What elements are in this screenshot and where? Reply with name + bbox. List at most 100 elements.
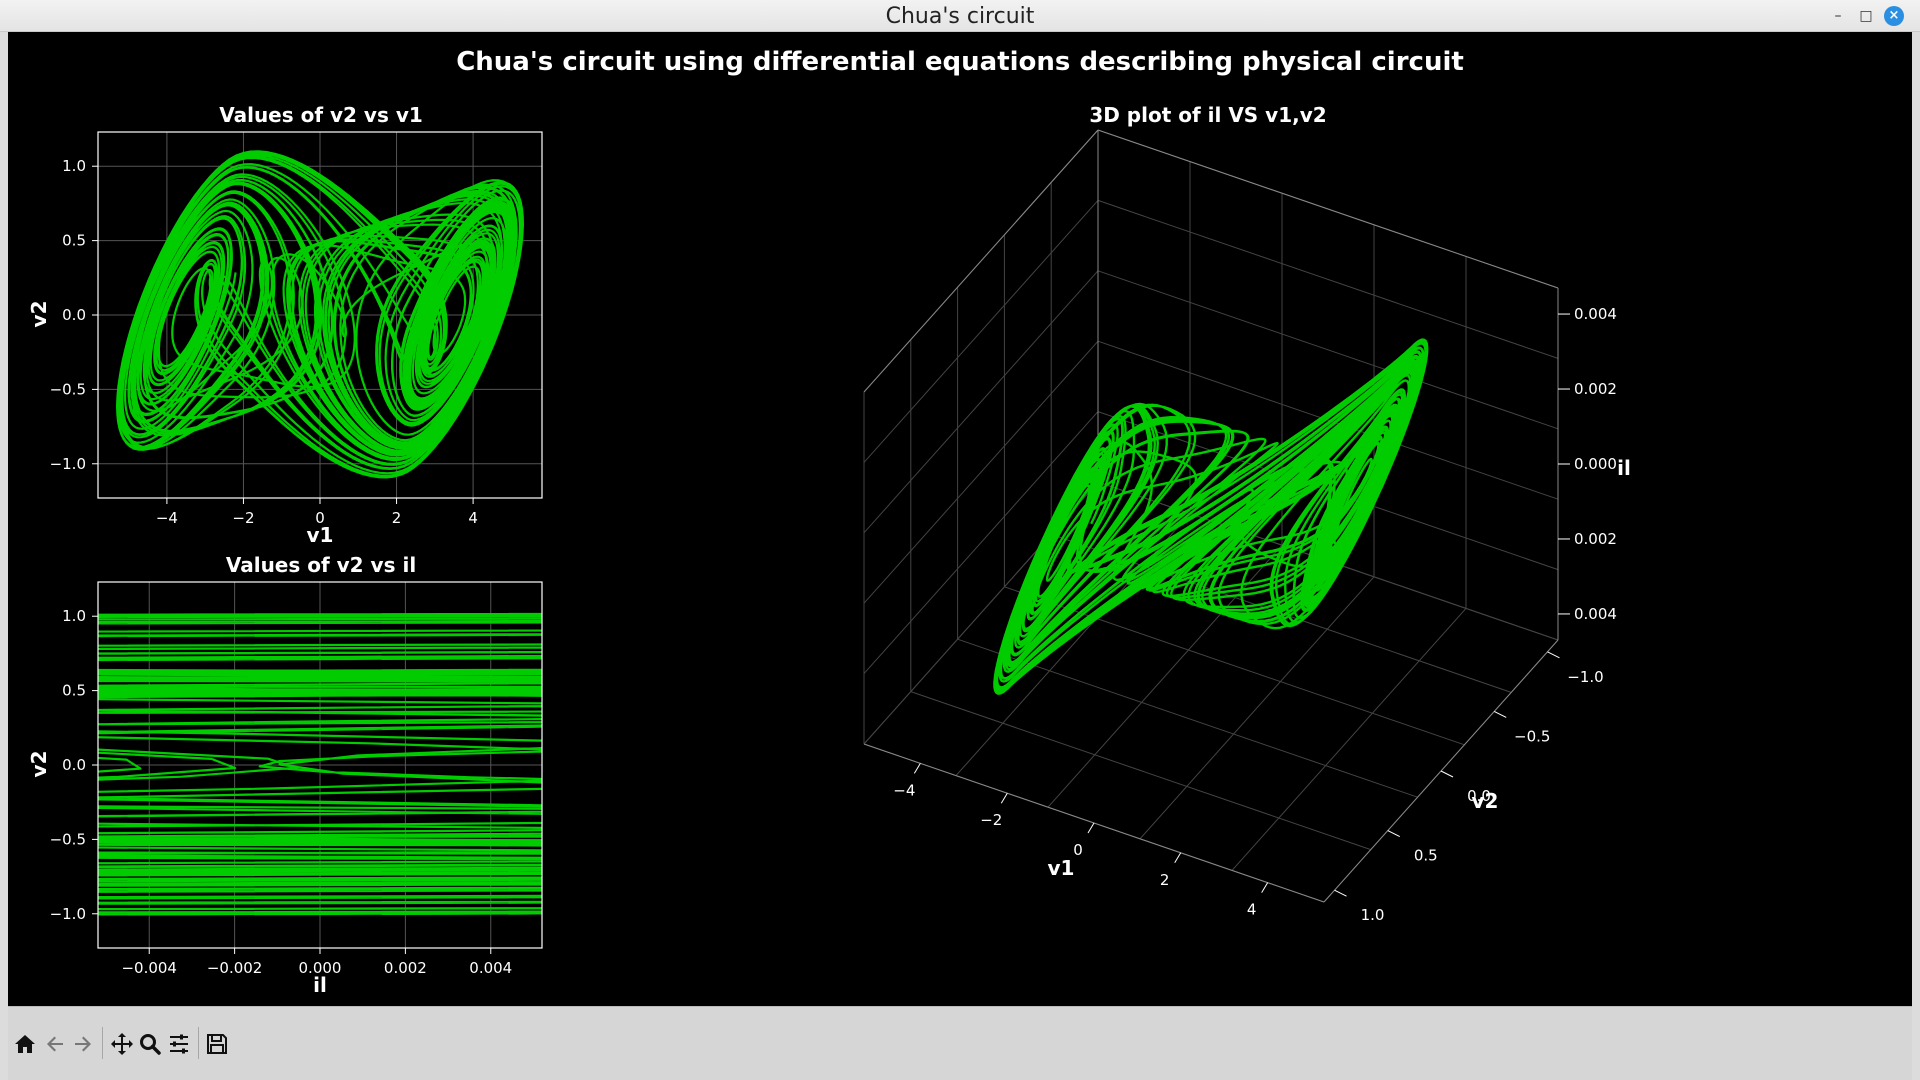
configure-subplots-button[interactable]: [166, 1031, 192, 1057]
plot3d-x-tick-label: −4: [893, 781, 915, 799]
home-icon: [15, 1035, 35, 1053]
plot2-ylabel: v2: [27, 751, 51, 778]
toolbar-separator: [198, 1027, 199, 1059]
plot2-axes: −0.004 −0.002 0.000 0.002 0.004 −1.0 −0.5 0.0 0.…: [50, 581, 543, 977]
plot2-frame: [97, 581, 543, 949]
plot3d-z-tick-label: 0.000: [1574, 455, 1617, 473]
plot2-title: Values of v2 vs il: [226, 553, 416, 577]
plot3d-x-tick: [1000, 792, 1008, 804]
figure-suptitle: Chua's circuit using differential equati…: [456, 47, 1464, 77]
plot2-y-tick-label: 0.0: [62, 756, 86, 774]
plot2-x-tick-label: 0.004: [469, 959, 512, 977]
navigation-toolbar: [8, 1006, 1912, 1080]
plot2-x-tick-label: 0.002: [384, 959, 427, 977]
back-button[interactable]: [42, 1031, 68, 1057]
plot3d-wall-gridline: [863, 200, 1099, 463]
plot1-x-tick-label: 2: [392, 509, 402, 527]
window-border-right: [1912, 32, 1920, 1080]
magnifier-icon: [140, 1034, 161, 1055]
plot3d-x-tick-label: 4: [1247, 901, 1257, 919]
plot3d-y-tick: [1387, 830, 1400, 838]
plot3d-y-tick: [1440, 770, 1454, 778]
minimize-button[interactable]: –: [1834, 8, 1842, 24]
plot3d-pane-edge: [863, 129, 1099, 393]
plot1-y-tick-label: 0.5: [62, 232, 86, 250]
plot3d-x-tick: [913, 763, 921, 774]
arrow-right-icon: [75, 1036, 91, 1052]
plot3d-y-tick-label: −0.5: [1514, 727, 1550, 745]
plot3d-y-tick-label: 0.0: [1467, 787, 1491, 805]
plot3d-x-tick-label: −2: [980, 811, 1002, 829]
plot3d-floor-gridline: [1231, 608, 1467, 871]
window-titlebar: Chua's circuit – □ ×: [0, 0, 1920, 32]
forward-button[interactable]: [70, 1031, 96, 1057]
zoom-button[interactable]: [137, 1031, 163, 1057]
plot3d-xlabel: v1: [1048, 856, 1075, 880]
plot3d-ylabel: v2: [1472, 789, 1499, 813]
figure-svg: Chua's circuit using differential equati…: [8, 32, 1912, 1006]
plot3d-pane-edge: [1097, 129, 1559, 289]
plot2-x-tick-label: 0.000: [299, 959, 342, 977]
plot3d-y-tick: [1547, 651, 1560, 659]
plot3d-wall-gridline: [1097, 199, 1559, 359]
plot3d-wall-gridline: [1097, 270, 1559, 430]
plot3d-x-tick: [1174, 852, 1182, 864]
plot3d-x-tick: [1261, 882, 1269, 893]
figure-background: [8, 32, 1912, 1006]
plot2-y-tick-label: 1.0: [62, 607, 86, 625]
plot2-x-tick-label: −0.004: [121, 959, 177, 977]
plot1-axes: −4 −2 0 2 4 −1.0 −0.5 0.0 0.5 1.0: [50, 131, 543, 527]
plot3d-y-tick-label: 0.5: [1414, 847, 1438, 865]
plot1-xlabel: v1: [307, 523, 334, 547]
plot3d-z-tick-label: 0.004: [1574, 305, 1617, 323]
plot2-xlabel: il: [313, 973, 327, 997]
sliders-icon: [170, 1034, 188, 1054]
close-button[interactable]: ×: [1884, 6, 1904, 26]
plot3d-wall-gridline: [863, 270, 1099, 534]
maximize-button[interactable]: □: [1859, 8, 1873, 24]
plot1-frame: [97, 131, 543, 499]
plot1-y-tick-label: 0.0: [62, 306, 86, 324]
plot3d-wall-gridline: [863, 340, 1099, 604]
arrow-left-icon: [47, 1036, 63, 1052]
plot3d-axes: −4 −2 0 2 4 1.0 0.5 0.0 −0.5 −1.0 0.004 0.002 0.000 0…: [863, 129, 1617, 924]
plot1-y-tick-label: −0.5: [50, 380, 86, 398]
plot3d-floor-gridline: [910, 691, 1371, 851]
plot1-ylabel: v2: [27, 301, 51, 328]
plot3d-wall-gridline: [1097, 340, 1559, 500]
plot3d-zlabel: il: [1617, 456, 1631, 480]
move-icon: [111, 1033, 133, 1055]
plot3d-y-tick: [1494, 710, 1507, 718]
pan-button[interactable]: [109, 1031, 135, 1057]
toolbar-separator: [102, 1027, 103, 1059]
figure-canvas[interactable]: Chua's circuit using differential equati…: [8, 32, 1912, 1006]
plot3d-z-tick-label: 0.002: [1574, 380, 1617, 398]
plot2-y-tick-label: −0.5: [50, 830, 86, 848]
plot3d-x-tick: [1087, 822, 1095, 834]
plot2-y-tick-label: 0.5: [62, 682, 86, 700]
plot1-y-tick-label: 1.0: [62, 157, 86, 175]
plot3d-x-tick-label: 0: [1073, 841, 1083, 859]
plot3d-z-tick-label: 0.004: [1574, 605, 1617, 623]
plot3d-title: 3D plot of il VS v1,v2: [1089, 103, 1326, 127]
plot1-x-tick-label: 4: [468, 509, 478, 527]
plot1-y-tick-label: −1.0: [50, 455, 86, 473]
plot3d-y-tick-label: 1.0: [1361, 906, 1385, 924]
plot3d-floor-gridline: [1139, 576, 1375, 840]
plot3d-y-tick: [1334, 889, 1347, 897]
plot1-x-tick-label: 0: [315, 509, 325, 527]
window-title: Chua's circuit: [885, 4, 1035, 29]
plot3d-y-tick-label: −1.0: [1567, 668, 1603, 686]
plot1-series-line: [116, 150, 524, 479]
plot3d-z-tick-label: 0.002: [1574, 530, 1617, 548]
plot1-x-tick-label: −4: [156, 509, 178, 527]
plot1-title: Values of v2 vs v1: [219, 103, 423, 127]
plot2-y-tick-label: −1.0: [50, 905, 86, 923]
floppy-icon: [207, 1034, 227, 1054]
save-button[interactable]: [204, 1031, 230, 1057]
plot2-x-tick-label: −0.002: [207, 959, 263, 977]
home-button[interactable]: [12, 1031, 38, 1057]
plot3d-x-tick-label: 2: [1160, 871, 1170, 889]
plot3d-series-line: [993, 338, 1429, 695]
plot3d-wall-gridline: [863, 411, 1099, 674]
